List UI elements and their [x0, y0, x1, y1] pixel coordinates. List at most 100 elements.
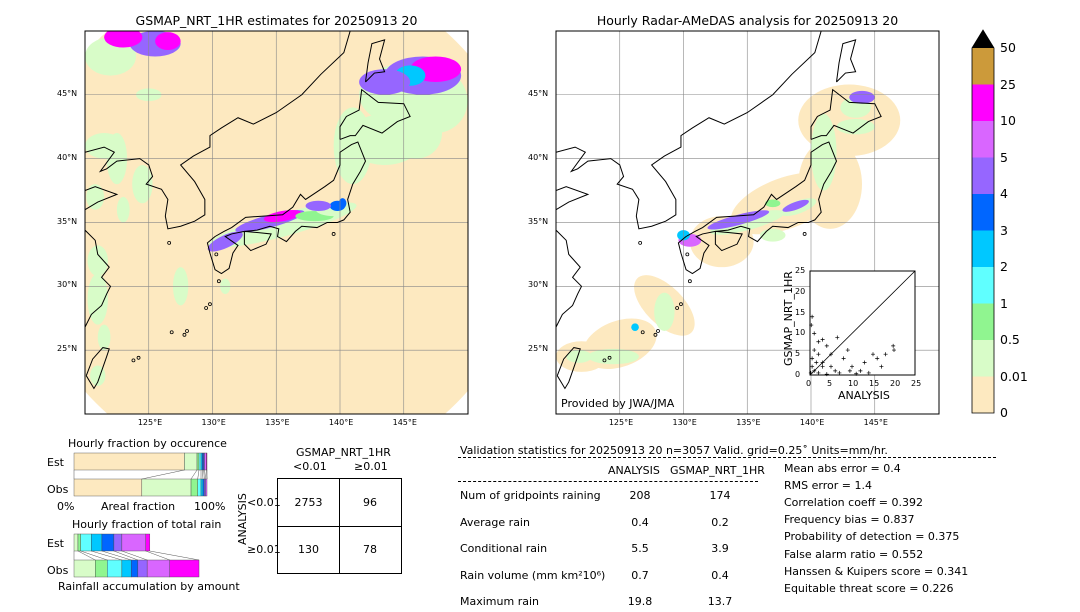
col-label-lt: <0.01: [293, 460, 327, 473]
stats-col-gsmap: GSMAP_NRT_1HR: [670, 464, 765, 477]
scatter-point: [871, 352, 875, 357]
occ-x-min: 0%: [57, 500, 75, 513]
lat-tick: 45°N: [57, 89, 78, 98]
score-line: Probability of detection = 0.375: [784, 530, 960, 544]
colorbar-label: 2: [1000, 259, 1008, 274]
scatter-point: [816, 370, 821, 375]
fraction-segment: [73, 478, 143, 497]
fraction-segment: [73, 452, 185, 471]
rain-xlabel: Rainfall accumulation by amount: [58, 580, 240, 593]
map-frame: [555, 30, 940, 415]
scatter-y-tick: 0: [795, 370, 801, 379]
one-to-one-line: [809, 270, 916, 376]
map-axes: [84, 30, 469, 415]
scatter-point: [866, 370, 871, 375]
island: [802, 232, 807, 236]
rain-area: [566, 350, 592, 363]
rain-area: [654, 292, 675, 331]
scatter-point: [808, 370, 813, 375]
rain-area: [87, 245, 108, 277]
colorbar-extend-arrow: [972, 30, 994, 48]
coastline: [206, 141, 367, 275]
stat-label: Rain volume (mm km²10⁶): [460, 568, 606, 582]
stat-analysis: 19.8: [627, 595, 653, 608]
stats-header: Validation statistics for 20250913 20 n=…: [460, 444, 888, 457]
island: [169, 330, 174, 335]
colorbar-segment: [972, 48, 994, 85]
stat-analysis: 5.5: [631, 542, 649, 555]
fraction-segment: [121, 533, 147, 552]
island: [204, 306, 209, 310]
colorbar-segment: [972, 376, 994, 413]
colorbar-label: 0.01: [1000, 368, 1028, 384]
rain-area: [263, 210, 302, 223]
scatter-point: [812, 348, 817, 353]
fraction-segment: [196, 452, 200, 471]
coastline: [556, 186, 590, 211]
contingency-table: 2753 96 130 78: [277, 478, 402, 574]
fraction-segment: [190, 478, 198, 497]
lon-tick: 135°E: [736, 418, 761, 427]
coastline: [85, 186, 119, 211]
island: [214, 252, 219, 257]
fraction-segment: [137, 559, 148, 578]
scatter-point: [814, 360, 819, 365]
fraction-segment: [77, 533, 81, 552]
island: [638, 240, 643, 245]
fraction-segment: [91, 533, 103, 552]
cell-hits-none: 2753: [294, 496, 323, 509]
fraction-segment: [197, 478, 202, 497]
colorbar-segment: [972, 84, 994, 121]
scatter-point: [810, 356, 815, 361]
stat-gsmap: 174: [709, 489, 731, 502]
scatter-y-tick: 20: [795, 286, 806, 296]
scatter-point: [820, 364, 825, 369]
fraction-segment: [184, 452, 198, 471]
island: [640, 330, 645, 335]
scatter-xlabel: ANALYSIS: [838, 389, 890, 402]
scatter-point: [812, 331, 817, 336]
coastline: [85, 229, 112, 328]
fraction-segment: [121, 559, 132, 578]
coastline: [85, 31, 351, 230]
colorbar-segment: [972, 194, 994, 231]
lat-tick: 30°N: [57, 280, 78, 290]
fraction-segment: [205, 478, 208, 497]
rain-area: [86, 184, 105, 210]
rain-area: [765, 199, 781, 208]
scatter-point: [810, 364, 815, 369]
scatter-point: [816, 339, 821, 344]
left-map-title: GSMAP_NRT_1HR estimates for 20250913 20: [135, 13, 418, 28]
rain-area: [132, 164, 153, 204]
map-frame: [84, 30, 469, 415]
rain-area: [116, 196, 130, 223]
score-line: Correlation coeff = 0.392: [784, 496, 923, 510]
island: [656, 329, 660, 333]
lon-tick: 125°E: [608, 418, 634, 427]
scatter-x-tick: 20: [890, 379, 901, 388]
fraction-segment: [141, 478, 192, 497]
scatter-point: [892, 348, 896, 353]
lat-tick: 35°N: [528, 216, 549, 226]
stat-label: Average rain: [460, 515, 530, 529]
colorbar-label: 1: [1000, 295, 1008, 311]
scatter-y-tick: 15: [795, 307, 806, 317]
right-map-title: Hourly Radar-AMeDAS analysis for 2025091…: [596, 13, 899, 28]
coastline: [85, 347, 110, 390]
fraction-segment: [113, 533, 123, 552]
score-line: Equitable threat score = 0.226: [784, 581, 954, 595]
island: [131, 358, 136, 363]
island: [185, 329, 189, 333]
lon-tick: 140°E: [799, 418, 825, 427]
island: [653, 332, 658, 337]
rain-area: [631, 323, 639, 331]
lat-tick: 30°N: [528, 280, 549, 290]
stat-gsmap: 0.2: [711, 515, 729, 529]
lon-tick: 135°E: [265, 418, 290, 427]
colorbar-label: 3: [1000, 222, 1008, 238]
map-axes: [555, 30, 940, 415]
rain-area: [97, 324, 111, 351]
col-label-ge: ≥0.01: [354, 460, 388, 473]
fraction-segment: [107, 559, 123, 578]
